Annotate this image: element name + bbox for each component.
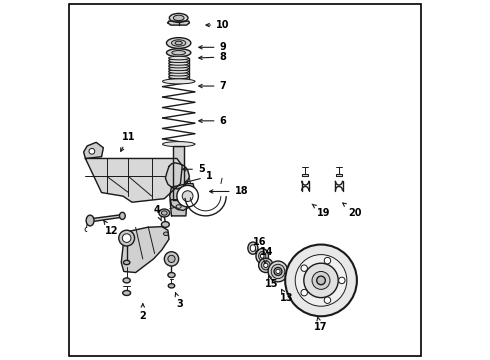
Text: 4: 4: [154, 206, 161, 221]
Ellipse shape: [169, 64, 189, 68]
Ellipse shape: [169, 67, 189, 71]
Text: 19: 19: [312, 204, 331, 218]
Circle shape: [301, 265, 307, 271]
Circle shape: [304, 263, 338, 298]
Ellipse shape: [271, 264, 285, 279]
Ellipse shape: [168, 273, 175, 278]
Text: 5: 5: [183, 164, 205, 174]
Circle shape: [168, 255, 175, 262]
Ellipse shape: [169, 56, 189, 60]
Ellipse shape: [261, 261, 270, 270]
Ellipse shape: [173, 15, 184, 21]
Ellipse shape: [161, 211, 167, 215]
Ellipse shape: [122, 291, 131, 296]
Circle shape: [122, 234, 131, 242]
Text: 14: 14: [260, 247, 273, 263]
Ellipse shape: [159, 209, 170, 217]
Polygon shape: [122, 226, 169, 273]
Text: 10: 10: [206, 20, 229, 30]
Ellipse shape: [120, 212, 125, 220]
Ellipse shape: [264, 263, 268, 267]
Ellipse shape: [176, 205, 181, 208]
Ellipse shape: [161, 222, 170, 227]
Ellipse shape: [175, 41, 182, 45]
Text: 12: 12: [104, 221, 119, 236]
Circle shape: [301, 289, 307, 296]
Polygon shape: [85, 158, 182, 202]
Polygon shape: [302, 174, 308, 176]
Circle shape: [339, 277, 345, 284]
Ellipse shape: [248, 242, 258, 254]
Circle shape: [312, 271, 330, 289]
Ellipse shape: [168, 284, 175, 288]
Text: 8: 8: [199, 52, 226, 62]
Text: 1: 1: [184, 171, 213, 183]
Circle shape: [177, 185, 198, 207]
Text: 7: 7: [199, 81, 226, 91]
Text: 6: 6: [199, 116, 226, 126]
Ellipse shape: [169, 62, 189, 65]
Text: 20: 20: [343, 203, 362, 218]
Polygon shape: [87, 215, 124, 222]
Polygon shape: [336, 174, 342, 176]
Circle shape: [324, 297, 331, 303]
Circle shape: [324, 257, 331, 264]
Ellipse shape: [167, 38, 191, 48]
Ellipse shape: [260, 254, 264, 258]
Ellipse shape: [169, 78, 189, 81]
Ellipse shape: [259, 252, 266, 261]
Polygon shape: [170, 200, 187, 216]
Circle shape: [164, 252, 179, 266]
Circle shape: [119, 230, 135, 246]
Text: 15: 15: [265, 275, 279, 289]
Ellipse shape: [164, 232, 169, 235]
Circle shape: [285, 244, 357, 316]
Ellipse shape: [86, 215, 94, 226]
Text: 9: 9: [199, 42, 226, 52]
Ellipse shape: [123, 278, 130, 283]
Circle shape: [295, 255, 347, 306]
Ellipse shape: [172, 40, 186, 46]
Circle shape: [182, 191, 193, 202]
Polygon shape: [170, 184, 195, 211]
Ellipse shape: [170, 13, 188, 22]
Polygon shape: [166, 163, 190, 189]
Text: 16: 16: [252, 237, 266, 252]
Text: 2: 2: [140, 304, 146, 320]
Text: 13: 13: [279, 289, 293, 303]
Ellipse shape: [169, 70, 189, 73]
Circle shape: [317, 276, 325, 285]
Ellipse shape: [268, 261, 288, 282]
Ellipse shape: [167, 49, 191, 57]
Ellipse shape: [169, 75, 189, 79]
Polygon shape: [173, 146, 184, 200]
Polygon shape: [84, 142, 103, 158]
Ellipse shape: [172, 50, 186, 55]
Ellipse shape: [123, 260, 130, 265]
Text: 18: 18: [210, 186, 248, 197]
Ellipse shape: [256, 248, 269, 264]
Ellipse shape: [163, 79, 195, 84]
Ellipse shape: [250, 245, 256, 252]
Ellipse shape: [259, 258, 273, 273]
Text: 3: 3: [175, 293, 183, 309]
Ellipse shape: [163, 141, 195, 147]
Ellipse shape: [169, 72, 189, 76]
Text: 17: 17: [314, 316, 327, 332]
Polygon shape: [168, 21, 190, 25]
Ellipse shape: [274, 267, 282, 275]
Ellipse shape: [276, 269, 280, 274]
Circle shape: [89, 148, 95, 154]
Text: 11: 11: [121, 132, 135, 151]
Ellipse shape: [169, 59, 189, 63]
